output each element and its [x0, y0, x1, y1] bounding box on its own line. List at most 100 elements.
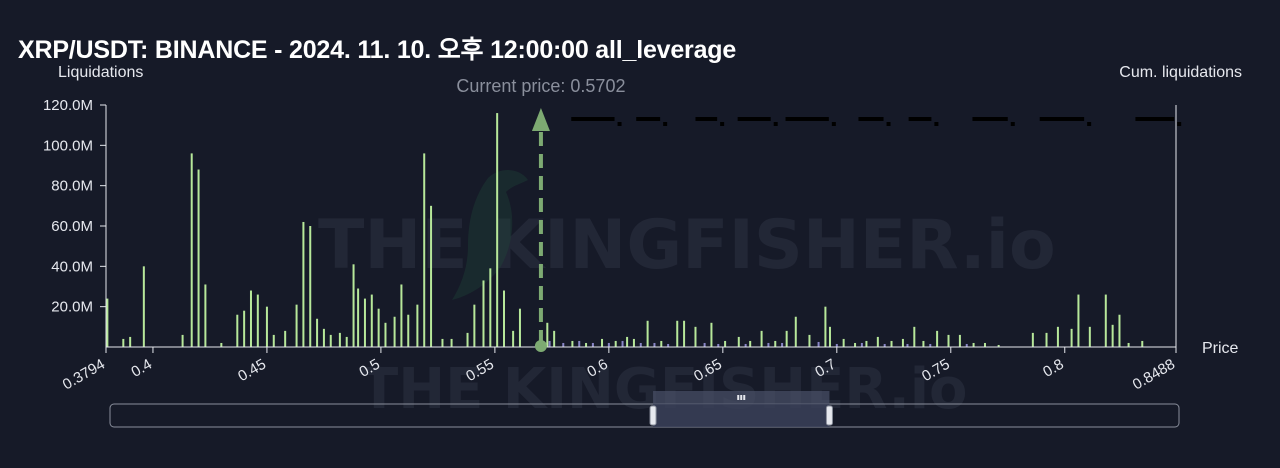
bar-short	[309, 226, 312, 347]
bar-long	[667, 343, 670, 347]
cumulative-point	[1177, 122, 1182, 126]
bar-short	[142, 266, 145, 347]
bar-short	[760, 330, 763, 347]
bar-short	[441, 338, 444, 347]
bar-short	[571, 340, 574, 347]
cumulative-point	[663, 122, 668, 126]
current-price-arrow	[531, 108, 550, 131]
bar-long	[906, 343, 909, 347]
bar-short	[1031, 332, 1034, 347]
bar-short	[808, 334, 811, 347]
y-axis: 120.0M 100.0M 80.0M 60.0M 40.0M 20.0M	[43, 97, 106, 316]
bar-short	[1077, 294, 1080, 347]
bar-long	[965, 343, 968, 347]
y-tick-label: 60.0M	[51, 218, 93, 235]
bar-long	[703, 342, 706, 347]
bar-short	[345, 336, 348, 347]
bar-short	[357, 288, 360, 347]
bar-short	[632, 338, 635, 347]
bar-short	[393, 316, 396, 347]
y-tick-label: 20.0M	[51, 299, 93, 316]
bar-long	[548, 340, 551, 347]
zoom-slider-window[interactable]	[653, 404, 830, 427]
cumulative-point	[617, 122, 622, 126]
bar-long	[562, 342, 565, 347]
bar-short	[423, 153, 426, 347]
bar-long	[717, 343, 720, 347]
bar-short	[958, 334, 961, 347]
chart-title: XRP/USDT: BINANCE - 2024. 11. 10. 오후 12:…	[18, 36, 737, 64]
bar-long	[578, 340, 581, 347]
bar-short	[322, 328, 325, 347]
bar-short	[922, 340, 925, 347]
bar-short	[774, 340, 777, 347]
cumulative-point	[831, 122, 836, 126]
zoom-slider-right-handle[interactable]	[825, 405, 833, 426]
bar-long	[835, 343, 838, 347]
grip-line[interactable]	[743, 395, 746, 400]
bar-short	[749, 340, 752, 347]
y2-axis-label: Cum. liquidations	[1119, 64, 1242, 81]
bar-short	[329, 334, 332, 347]
bar-short	[546, 322, 549, 347]
bar-long	[653, 342, 656, 347]
zoom-slider-track[interactable]	[109, 403, 1180, 428]
bar-short	[876, 336, 879, 347]
bar-short	[1056, 326, 1059, 347]
bar-short	[106, 298, 109, 347]
bar-short	[190, 153, 193, 347]
bar-short	[384, 322, 387, 347]
bar-short	[842, 338, 845, 347]
zoom-slider-left-handle[interactable]	[649, 405, 657, 426]
watermark: THE KINGFISHER.io THE KINGFISHER.io	[318, 206, 1056, 422]
bar-short	[302, 221, 305, 347]
bar-short	[236, 314, 239, 347]
bar-short	[710, 322, 713, 347]
bar-short	[265, 306, 268, 347]
cumulative-point	[720, 122, 725, 126]
bar-short	[122, 338, 125, 347]
bar-short	[204, 284, 207, 347]
bar-short	[272, 334, 275, 347]
bar-short	[901, 338, 904, 347]
bar-short	[407, 314, 410, 347]
x-tick-label: 0.4	[128, 356, 155, 381]
bar-short	[997, 344, 1000, 347]
bar-short	[503, 290, 505, 347]
bar-short	[936, 330, 939, 347]
bar-short	[724, 340, 727, 347]
bar-short	[913, 326, 916, 347]
zoom-slider-grip-icon[interactable]	[737, 395, 746, 400]
bar-short	[256, 294, 259, 347]
bar-long	[591, 342, 594, 347]
bar-short	[363, 298, 366, 347]
bar-short	[377, 308, 380, 347]
bar-short	[828, 326, 831, 347]
bars	[106, 113, 1144, 347]
bar-long	[744, 343, 747, 347]
bar-short	[983, 342, 986, 347]
cumulative-series	[571, 117, 1182, 126]
bar-short	[400, 284, 403, 347]
bar-short	[676, 320, 679, 347]
bar-short	[249, 290, 252, 347]
bar-short	[614, 340, 617, 347]
bar-short	[646, 320, 649, 347]
bar-long	[639, 342, 642, 347]
zoom-slider[interactable]	[109, 391, 1180, 428]
x-tick-label: 0.8488	[1130, 356, 1178, 394]
grip-line[interactable]	[740, 395, 743, 400]
bar-short	[1111, 324, 1114, 347]
bar-short	[601, 338, 604, 347]
bar-short	[1104, 294, 1107, 347]
bar-short	[482, 280, 485, 347]
bar-short	[626, 336, 629, 347]
bar-long	[621, 340, 624, 347]
grip-line[interactable]	[737, 395, 740, 400]
bar-short	[243, 310, 246, 347]
bar-short	[694, 326, 697, 347]
cumulative-point	[1087, 122, 1092, 126]
bar-short	[450, 338, 453, 347]
bar-short	[947, 334, 950, 347]
bar-short	[430, 205, 433, 347]
